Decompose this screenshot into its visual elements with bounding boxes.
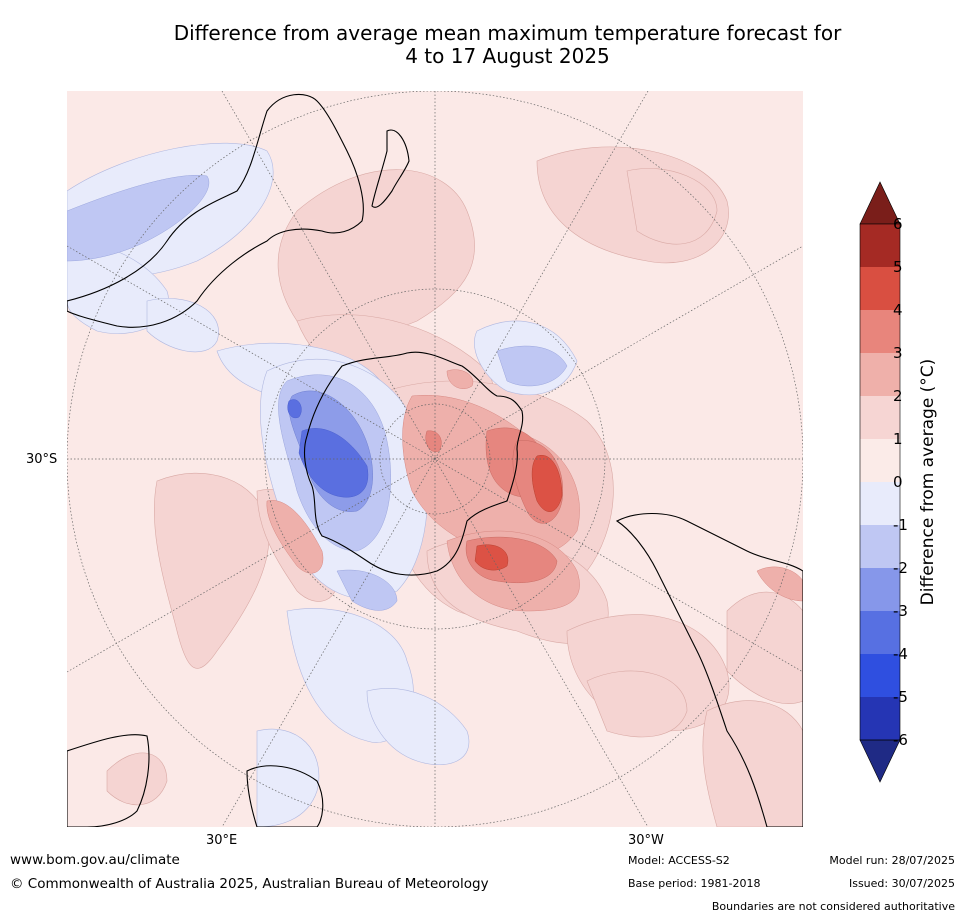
graticule [67,91,803,827]
footer-model-run: Model run: 28/07/2025 [829,854,955,867]
colorbar-bin [860,525,900,568]
colorbar-tick-label: 1 [893,430,903,448]
longitude-label-30e: 30°E [206,833,238,848]
colorbar-tick-label: -3 [893,602,908,620]
footer-base-period: Base period: 1981-2018 [628,877,761,890]
map-title: Difference from average mean maximum tem… [0,22,965,68]
colorbar-tick-label: 3 [893,344,903,362]
colorbar [859,181,901,783]
colorbar-bin [860,697,900,740]
colorbar-tick-label: 2 [893,387,903,405]
colorbar-tick-label: -6 [893,731,908,749]
colorbar-bin [860,396,900,439]
colorbar-bin [860,654,900,697]
colorbar-bin [860,611,900,654]
colorbar-bins [860,224,900,740]
colorbar-tick-label: 0 [893,473,903,491]
latitude-label-30s: 30°S [26,452,58,467]
title-line-2: 4 to 17 August 2025 [405,44,610,68]
warm-anomaly-very-strong [474,455,563,571]
colorbar-title: Difference from average (°C) [918,358,938,606]
colorbar-tick-label: -2 [893,559,908,577]
colorbar-bin [860,439,900,482]
footer-url[interactable]: www.bom.gov.au/climate [10,852,180,868]
colorbar-bin [860,224,900,267]
footer-copyright: © Commonwealth of Australia 2025, Austra… [10,876,489,892]
colorbar-tick-label: 4 [893,301,903,319]
colorbar-tick-label: -1 [893,516,908,534]
coastlines [67,93,803,827]
colorbar-bin [860,568,900,611]
cool-anomaly-very-strong [287,399,369,498]
colorbar-bin [860,310,900,353]
footer-disclaimer: Boundaries are not considered authoritat… [711,900,955,913]
colorbar-tick-label: 6 [893,215,903,233]
colorbar-bin [860,353,900,396]
longitude-label-30w: 30°W [628,833,664,848]
colorbar-tick-label: -4 [893,645,908,663]
title-line-1: Difference from average mean maximum tem… [173,21,842,45]
colorbar-bin [860,482,900,525]
footer-issued: Issued: 30/07/2025 [848,877,955,890]
colorbar-tick-label: 5 [893,258,903,276]
temperature-anomaly-map [67,91,803,827]
footer-model: Model: ACCESS-S2 [628,854,730,867]
colorbar-bin [860,267,900,310]
colorbar-tick-label: -5 [893,688,908,706]
